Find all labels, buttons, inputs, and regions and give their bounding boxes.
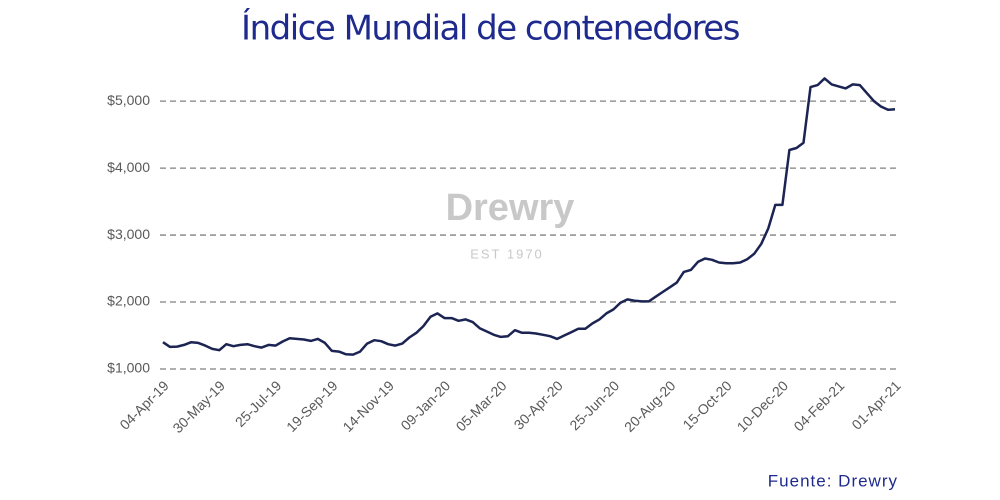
watermark: Drewry xyxy=(446,187,575,229)
source: Fuente: Drewry xyxy=(768,471,898,490)
x-tick-label: 05-Mar-20 xyxy=(453,377,510,434)
x-tick-label: 19-Sep-19 xyxy=(283,377,341,435)
chart-title: Índice Mundial de contenedores xyxy=(241,8,740,49)
y-tick-label: $3,000 xyxy=(107,226,150,242)
y-tick-label: $2,000 xyxy=(107,293,150,309)
x-tick-label: 14-Nov-19 xyxy=(339,377,397,435)
x-tick-label: 04-Feb-21 xyxy=(790,377,847,434)
x-tick-label: 01-Apr-21 xyxy=(848,377,903,432)
y-tick-label: $5,000 xyxy=(107,92,150,108)
x-tick-label: 10-Dec-20 xyxy=(734,377,792,435)
x-tick-label: 20-Aug-20 xyxy=(621,377,679,435)
x-tick-label: 09-Jan-20 xyxy=(397,377,453,433)
x-tick-label: 30-May-19 xyxy=(169,377,228,436)
x-tick-label: 04-Apr-19 xyxy=(116,377,171,432)
x-tick-label: 25-Jun-20 xyxy=(566,377,622,433)
x-tick-label: 25-Jul-19 xyxy=(232,377,285,430)
x-tick-label: 15-Oct-20 xyxy=(679,377,734,432)
x-tick-label: 30-Apr-20 xyxy=(511,377,566,432)
y-tick-label: $1,000 xyxy=(107,360,150,376)
line xyxy=(162,77,896,356)
y-tick-label: $4,000 xyxy=(107,159,150,175)
watermark-subtitle: EST 1970 xyxy=(470,246,544,261)
